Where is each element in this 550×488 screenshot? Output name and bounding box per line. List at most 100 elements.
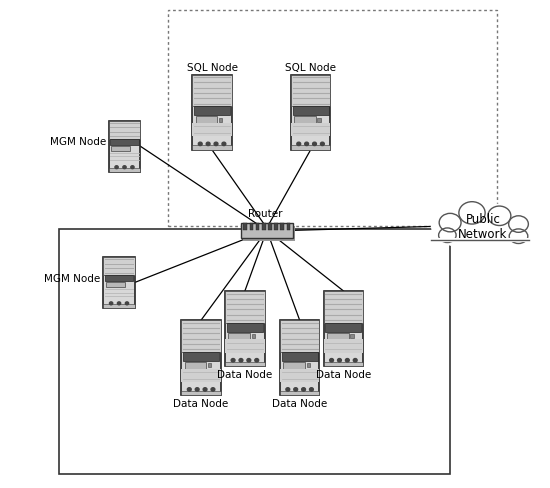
Bar: [274, 223, 278, 230]
Bar: [103, 257, 135, 308]
Bar: [182, 321, 221, 352]
Bar: [112, 147, 130, 152]
Circle shape: [214, 143, 218, 146]
Bar: [225, 340, 265, 353]
Ellipse shape: [509, 229, 528, 244]
Ellipse shape: [509, 216, 529, 233]
Circle shape: [294, 388, 298, 391]
Circle shape: [297, 143, 301, 146]
Circle shape: [199, 143, 202, 146]
Bar: [243, 223, 247, 230]
Bar: [225, 362, 265, 366]
Bar: [185, 362, 206, 369]
Bar: [350, 334, 354, 338]
Ellipse shape: [431, 203, 530, 251]
Bar: [294, 117, 316, 124]
Bar: [324, 291, 363, 323]
Text: Public
Network: Public Network: [458, 212, 508, 240]
Bar: [262, 223, 266, 230]
Circle shape: [310, 388, 314, 391]
Bar: [280, 321, 320, 352]
Bar: [306, 364, 310, 367]
Bar: [291, 124, 330, 137]
Bar: [280, 369, 320, 382]
Bar: [196, 117, 217, 124]
Bar: [111, 139, 139, 146]
Bar: [182, 321, 221, 396]
Circle shape: [301, 388, 305, 391]
Bar: [192, 146, 232, 151]
Bar: [109, 122, 140, 172]
Bar: [250, 223, 253, 230]
Circle shape: [131, 166, 134, 169]
Circle shape: [338, 359, 342, 362]
Bar: [228, 333, 250, 340]
Circle shape: [188, 388, 191, 391]
Text: Data Node: Data Node: [217, 369, 273, 379]
Bar: [291, 146, 330, 151]
Circle shape: [345, 359, 349, 362]
Bar: [192, 124, 232, 137]
Bar: [109, 122, 140, 139]
Circle shape: [203, 388, 207, 391]
Text: SQL Node: SQL Node: [186, 63, 238, 73]
Bar: [106, 283, 125, 288]
Bar: [208, 364, 211, 367]
Bar: [327, 333, 349, 340]
Bar: [324, 340, 363, 353]
Circle shape: [206, 143, 210, 146]
Bar: [109, 168, 140, 172]
Bar: [256, 223, 260, 230]
Bar: [326, 323, 361, 332]
Bar: [182, 369, 221, 382]
Bar: [283, 362, 305, 369]
Bar: [291, 75, 330, 151]
Bar: [324, 362, 363, 366]
Circle shape: [123, 166, 126, 169]
Bar: [168, 11, 497, 227]
Circle shape: [231, 359, 235, 362]
Bar: [280, 321, 320, 396]
Text: Router: Router: [249, 208, 283, 218]
Bar: [293, 107, 329, 116]
Circle shape: [115, 166, 118, 169]
FancyBboxPatch shape: [241, 223, 293, 239]
Bar: [219, 118, 222, 122]
Text: Data Node: Data Node: [316, 369, 371, 379]
Text: Data Node: Data Node: [173, 398, 229, 408]
Bar: [59, 229, 450, 474]
Bar: [103, 257, 135, 275]
Bar: [317, 118, 321, 122]
Circle shape: [117, 302, 120, 305]
Circle shape: [255, 359, 258, 362]
Circle shape: [211, 388, 215, 391]
Circle shape: [109, 302, 113, 305]
Circle shape: [222, 143, 226, 146]
Circle shape: [247, 359, 251, 362]
Ellipse shape: [438, 228, 456, 243]
Text: MGM Node: MGM Node: [50, 137, 106, 147]
Circle shape: [195, 388, 199, 391]
Bar: [282, 352, 318, 361]
Bar: [324, 291, 363, 366]
Bar: [227, 323, 263, 332]
Bar: [192, 75, 232, 107]
Ellipse shape: [488, 206, 511, 226]
Bar: [268, 223, 272, 230]
Bar: [183, 352, 219, 361]
Bar: [182, 391, 221, 396]
Circle shape: [312, 143, 316, 146]
Bar: [252, 334, 255, 338]
Bar: [225, 291, 265, 366]
Bar: [280, 223, 284, 230]
Circle shape: [239, 359, 243, 362]
Bar: [291, 75, 330, 107]
Circle shape: [353, 359, 357, 362]
Bar: [287, 223, 290, 230]
Bar: [192, 75, 232, 151]
Text: Data Node: Data Node: [272, 398, 327, 408]
Bar: [280, 391, 320, 396]
Text: SQL Node: SQL Node: [285, 63, 336, 73]
Ellipse shape: [439, 214, 461, 232]
Circle shape: [286, 388, 290, 391]
